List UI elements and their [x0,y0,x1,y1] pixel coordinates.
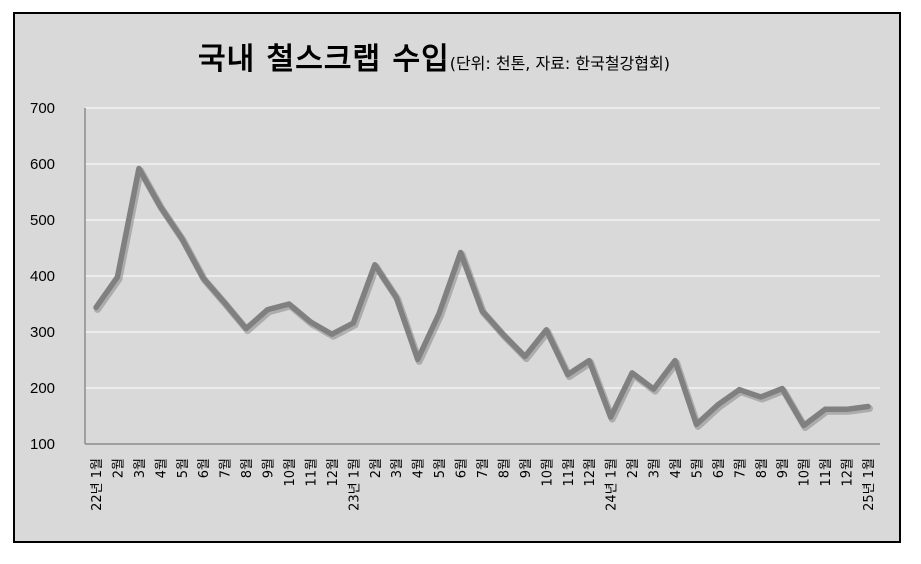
gridlines [85,107,880,445]
x-tick-label: 7월 [219,458,234,478]
x-axis: 22년 1월 2월 3월 4월 5월 6월 7월 8월 9월 10월 11월 12월 23년 1월 2월 3… [90,458,877,511]
series-layer [93,165,873,431]
x-tick-label: 7월 [733,458,748,478]
x-tick-label: 2월 [369,458,384,478]
y-tick-label: 300 [30,324,55,341]
x-tick-label: 6월 [455,458,470,478]
x-tick-label: 3월 [390,458,405,478]
x-tick-label: 5월 [690,458,705,478]
x-tick-label: 12월 [583,458,598,487]
x-tick-label: 22년 1월 [90,458,105,511]
x-tick-label: 4월 [154,458,169,478]
x-tick-label: 12월 [326,458,341,487]
x-tick-label: 8월 [497,458,512,478]
x-tick-label: 2월 [111,458,126,478]
x-tick-label: 24년 1월 [605,458,620,511]
x-tick-label: 5월 [433,458,448,478]
chart-title-main: 국내 철스크랩 수입 [198,42,450,77]
series-line [93,165,871,429]
y-tick-label: 100 [30,436,55,453]
x-tick-label: 11월 [562,458,577,487]
x-tick-label: 3월 [648,458,663,478]
x-tick-label: 3월 [133,458,148,478]
x-tick-label: 25년 1월 [862,458,877,511]
x-tick-label: 5월 [176,458,191,478]
x-tick-label: 10월 [540,458,555,487]
x-tick-label: 23년 1월 [347,458,362,511]
y-tick-label: 700 [30,100,55,117]
x-tick-label: 8월 [755,458,770,478]
x-tick-label: 6월 [712,458,727,478]
chart-title: 국내 철스크랩 수입(단위: 천톤, 자료: 한국철강협회) [198,34,670,78]
chart-frame [13,12,901,543]
x-tick-label: 4월 [669,458,684,478]
y-tick-label: 500 [30,212,55,229]
x-tick-label: 11월 [819,458,834,487]
x-tick-label: 7월 [476,458,491,478]
x-tick-label: 2월 [626,458,641,478]
x-tick-label: 10월 [283,458,298,487]
y-tick-label: 400 [30,268,55,285]
x-tick-label: 8월 [240,458,255,478]
x-tick-label: 10월 [798,458,813,487]
x-tick-label: 12월 [841,458,856,487]
x-tick-label: 9월 [776,458,791,478]
y-tick-label: 200 [30,380,55,397]
x-tick-label: 9월 [262,458,277,478]
x-tick-label: 9월 [519,458,534,478]
x-tick-label: 6월 [197,458,212,478]
x-tick-label: 11월 [304,458,319,487]
x-tick-label: 4월 [412,458,427,478]
series-line-shadow [94,167,873,431]
chart-subtitle: (단위: 천톤, 자료: 한국철강협회) [449,54,670,73]
y-axis: 100 200 300 400 500 600 700 [30,100,86,453]
y-tick-label: 600 [30,156,55,173]
